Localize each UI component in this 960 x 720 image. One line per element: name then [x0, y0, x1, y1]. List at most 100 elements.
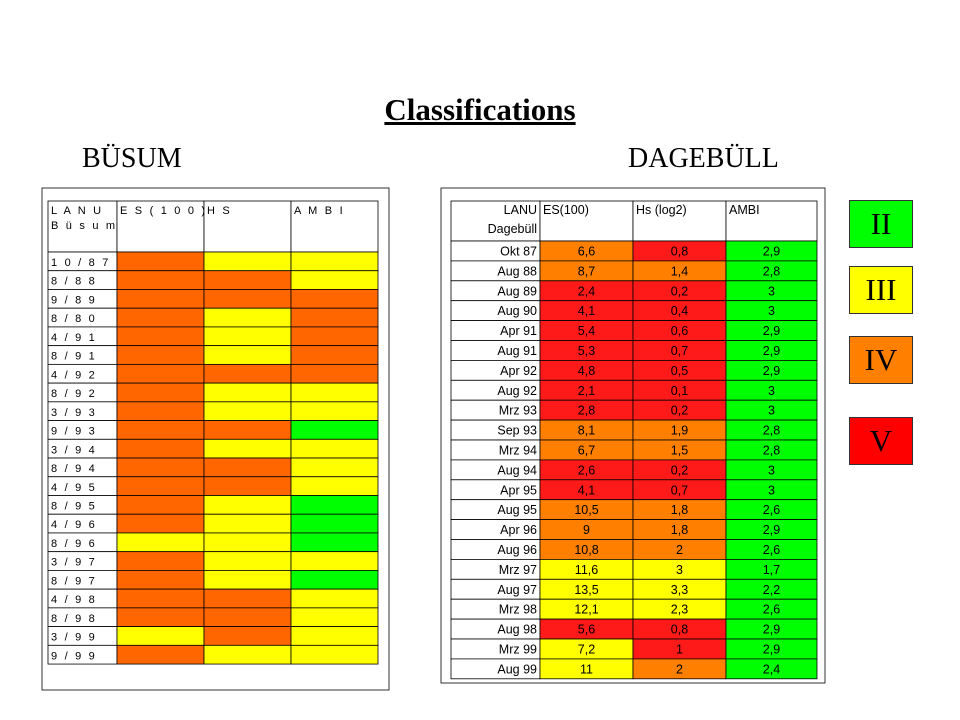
dagebull-date-label: Aug 91 [497, 344, 537, 358]
busum-date-label: 8 / 8 0 [51, 313, 97, 325]
dagebull-value-label: 8,7 [578, 264, 595, 278]
dagebull-value-label: 11,6 [575, 563, 598, 577]
dagebull-value-cell [725, 658, 818, 680]
busum-date-label: 4 / 9 8 [51, 594, 97, 606]
dagebull-value-label: 2,9 [763, 364, 780, 378]
dagebull-value-label: 2,2 [763, 583, 780, 597]
dagebull-value-label: 9 [583, 523, 590, 537]
dagebull-value-label: 0,6 [671, 324, 688, 338]
dagebull-value-label: 3 [768, 304, 775, 318]
dagebull-value-label: 2,9 [763, 523, 780, 537]
dagebull-date-label: Apr 96 [500, 523, 537, 537]
dagebull-date-label: Mrz 97 [499, 563, 537, 577]
dagebull-value-label: 5,4 [578, 324, 595, 338]
dagebull-value-label: 5,3 [578, 344, 595, 358]
dagebull-value-label: 2 [676, 662, 683, 676]
dagebull-value-label: 2,6 [578, 463, 595, 477]
busum-date-label: 4 / 9 1 [51, 332, 97, 344]
dagebull-header-cell [632, 200, 727, 242]
dagebull-value-label: 3 [768, 483, 775, 497]
dagebull-value-label: 1,4 [671, 264, 688, 278]
busum-date-label: 4 / 9 5 [51, 482, 97, 494]
busum-date-label: 3 / 9 7 [51, 557, 97, 569]
dagebull-header-label: Hs (log2) [636, 203, 687, 217]
dagebull-date-label: Aug 95 [497, 503, 537, 517]
dagebull-value-label: 0,7 [671, 483, 688, 497]
dagebull-value-label: 3,3 [671, 583, 688, 597]
busum-date-label: 4 / 9 2 [51, 369, 97, 381]
busum-date-label: 8 / 9 2 [51, 388, 97, 400]
dagebull-value-label: 2,6 [763, 503, 780, 517]
dagebull-value-label: 5,6 [578, 623, 595, 637]
dagebull-value-label: 0,1 [671, 384, 688, 398]
dagebull-value-label: 3 [768, 384, 775, 398]
dagebull-date-label: Mrz 93 [499, 404, 537, 418]
dagebull-value-label: 1,8 [671, 503, 688, 517]
dagebull-date-label: Apr 92 [500, 364, 537, 378]
dagebull-value-label: 2,8 [763, 424, 780, 438]
dagebull-value-label: 2,8 [578, 404, 595, 418]
busum-date-label: 8 / 9 8 [51, 613, 97, 625]
dagebull-date-label: Aug 92 [497, 384, 537, 398]
dagebull-value-label: 0,4 [671, 304, 688, 318]
dagebull-value-label: 1,8 [671, 523, 688, 537]
busum-header-label: E S ( 1 0 0 ) [120, 205, 207, 217]
busum-date-label: 1 0 / 8 7 [51, 257, 111, 269]
dagebull-value-label: 3 [768, 284, 775, 298]
dagebull-value-label: 0,8 [671, 623, 688, 637]
dagebull-value-label: 2,4 [578, 284, 595, 298]
dagebull-value-label: 8,1 [578, 424, 595, 438]
dagebull-date-label: Mrz 94 [499, 444, 537, 458]
dagebull-value-label: 1,9 [671, 424, 688, 438]
dagebull-value-label: 2,4 [763, 662, 780, 676]
dagebull-value-label: 2,9 [763, 324, 780, 338]
dagebull-date-label: Apr 91 [500, 324, 537, 338]
dagebull-value-label: 2,3 [671, 603, 688, 617]
dagebull-value-label: 0,2 [671, 463, 688, 477]
dagebull-date-label: Aug 89 [497, 284, 537, 298]
busum-date-label: 8 / 9 5 [51, 500, 97, 512]
dagebull-value-label: 10,8 [574, 543, 598, 557]
dagebull-value-label: 2,6 [763, 543, 780, 557]
dagebull-value-label: 2,6 [763, 603, 780, 617]
dagebull-header-cell [725, 200, 818, 242]
dagebull-date-label: Aug 97 [497, 583, 537, 597]
dagebull-date-label: Okt 87 [500, 245, 537, 259]
busum-date-label: 3 / 9 4 [51, 444, 97, 456]
busum-header-label: H S [207, 205, 232, 217]
dagebull-value-label: 2,8 [763, 264, 780, 278]
busum-date-label: 3 / 9 9 [51, 632, 97, 644]
busum-header-label-2: B ü s u m [51, 220, 117, 232]
dagebull-value-label: 10,5 [574, 503, 598, 517]
dagebull-header-label: AMBI [729, 203, 760, 217]
dagebull-value-label: 11 [580, 662, 593, 676]
busum-date-label: 3 / 9 3 [51, 407, 97, 419]
legend-item: IV [849, 336, 913, 384]
dagebull-value-label: 0,5 [671, 364, 688, 378]
busum-header-cell [290, 200, 379, 253]
legend-item: II [849, 200, 913, 248]
dagebull-value-label: 2 [676, 543, 683, 557]
dagebull-date-label: Aug 99 [497, 662, 537, 676]
dagebull-value-label: 13,5 [574, 583, 598, 597]
dagebull-header-label: ES(100) [543, 203, 589, 217]
dagebull-value-label: 1,7 [763, 563, 780, 577]
dagebull-value-label: 2,9 [763, 344, 780, 358]
dagebull-value-label: 3 [768, 404, 775, 418]
dagebull-value-label: 4,1 [578, 304, 595, 318]
dagebull-value-label: 0,2 [671, 404, 688, 418]
dagebull-value-label: 3 [768, 463, 775, 477]
dagebull-value-label: 1,5 [671, 444, 688, 458]
busum-date-label: 8 / 9 7 [51, 575, 97, 587]
dagebull-value-label: 2,9 [763, 643, 780, 657]
dagebull-value-label: 0,7 [671, 344, 688, 358]
dagebull-value-label: 4,8 [578, 364, 595, 378]
dagebull-header-label-2: Dagebüll [488, 222, 537, 236]
dagebull-value-label: 2,9 [763, 623, 780, 637]
dagebull-value-label: 12,1 [574, 603, 598, 617]
busum-header-label: A M B I [294, 205, 345, 217]
dagebull-value-label: 6,6 [578, 245, 595, 259]
dagebull-date-label: Aug 98 [497, 623, 537, 637]
